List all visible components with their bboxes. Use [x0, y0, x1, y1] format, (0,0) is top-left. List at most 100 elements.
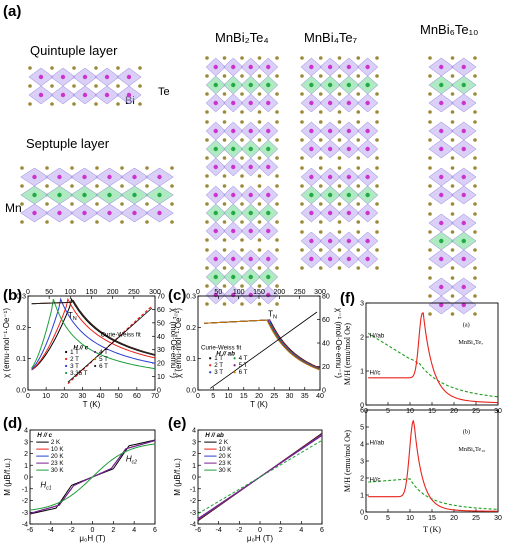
te-atom: [95, 220, 99, 224]
mn-atom: [327, 192, 333, 198]
x-tick-label: 40: [97, 393, 105, 400]
bi-atom: [461, 256, 466, 262]
bi-atom: [439, 192, 444, 198]
x-tick-label: 2: [111, 527, 115, 534]
te-atom: [450, 202, 455, 206]
legend-title-b: H // c: [73, 344, 88, 351]
bi-atom: [60, 92, 66, 98]
te-atom: [428, 230, 432, 234]
te-atom: [318, 110, 323, 114]
te-atom: [375, 166, 379, 170]
te-atom: [337, 110, 342, 114]
mn-atom: [365, 82, 370, 88]
te-atom: [28, 84, 32, 88]
te-atom: [473, 248, 477, 252]
mn-atom: [157, 192, 162, 198]
bi-atom: [309, 64, 314, 70]
bi-atom: [346, 174, 352, 180]
te-atom: [205, 92, 209, 96]
bi-atom: [231, 100, 236, 106]
inverse-chi-line: [67, 307, 153, 383]
te-atom: [428, 166, 432, 170]
bi-atom: [266, 292, 271, 298]
te-atom: [473, 74, 477, 78]
top-tick-label: 100: [233, 289, 245, 296]
te-atom: [375, 74, 379, 78]
legend-marker-c: [209, 357, 212, 360]
te-atom: [337, 184, 342, 188]
mn-atom: [57, 192, 62, 198]
mn-atom: [213, 274, 218, 280]
te-atom: [473, 92, 477, 96]
te-atom: [95, 184, 99, 188]
x-tick-label: -4: [48, 527, 54, 534]
te-atom: [240, 302, 244, 306]
te-atom: [145, 166, 149, 170]
y-axis-label-d: M (μB/f.u.): [3, 458, 12, 496]
te-atom: [275, 266, 279, 270]
bi-atom: [32, 174, 37, 180]
compound-f_top: MnBi₄Te₇: [458, 339, 483, 346]
te-atom: [240, 110, 244, 114]
te-atom: [222, 284, 227, 288]
mn-atom: [248, 146, 253, 152]
te-atom: [145, 202, 149, 206]
te-atom: [300, 110, 304, 114]
te-atom: [300, 220, 304, 224]
te-atom: [116, 66, 120, 70]
te-atom: [473, 294, 477, 298]
mt-curve-f_bottom: [368, 478, 499, 510]
chart-f: 0 5 10 15 20 25 300123(a)MnBi₄Te₇H//abH//cM/H …: [343, 301, 502, 535]
te-atom: [356, 138, 361, 142]
te-atom: [72, 102, 76, 106]
te-atom: [275, 174, 279, 178]
te-atom: [473, 138, 477, 142]
y-tick-label: 6: [360, 408, 364, 415]
te-atom: [275, 184, 279, 188]
te-atom: [240, 238, 244, 242]
mn-atom: [266, 274, 271, 280]
te-atom: [300, 166, 304, 170]
te-atom: [450, 166, 455, 170]
te-atom: [428, 74, 432, 78]
panel-label-c: (c): [168, 287, 186, 304]
right-tick-label: 30: [157, 347, 165, 354]
te-atom: [473, 266, 477, 270]
legend-entry-b: 1 T: [70, 349, 79, 356]
te-atom: [205, 302, 209, 306]
bi-atom: [365, 238, 370, 244]
te-atom: [50, 102, 54, 106]
right-tick-label: 70: [157, 294, 165, 301]
mn-atom: [231, 146, 236, 152]
te-atom: [318, 120, 323, 124]
panel-label-d: (d): [3, 415, 22, 432]
mt-curve-f_top: [368, 312, 499, 404]
top-tick-label: 100: [64, 289, 76, 296]
te-atom: [50, 84, 54, 88]
bi-atom: [213, 100, 218, 106]
te-atom: [337, 202, 342, 206]
te-atom: [120, 166, 124, 170]
bi-atom: [132, 210, 137, 216]
te-atom: [45, 220, 49, 224]
bi-atom: [38, 74, 44, 80]
bi-atom: [266, 192, 271, 198]
te-atom: [450, 56, 455, 60]
x-tick-label: 30: [79, 393, 87, 400]
x-tick-label: 4: [132, 527, 136, 534]
x-tick-label: 10: [406, 408, 414, 415]
te-atom: [205, 238, 209, 242]
septuple-layer-label: Septuple layer: [26, 136, 110, 151]
te-atom: [240, 74, 244, 78]
y2-axis-label-b: χ⁻¹ (mol·Oe·emu⁻¹): [169, 308, 178, 378]
te-atom: [20, 166, 24, 170]
right-tick-label: 0: [157, 388, 161, 395]
top-tick-label: 0: [26, 289, 30, 296]
legend-entry-c: 1 T: [214, 355, 223, 362]
bi-atom: [327, 64, 333, 70]
te-atom: [222, 74, 227, 78]
legend-entry-e: 23 K: [219, 460, 233, 467]
te-atom: [375, 220, 379, 224]
bi-atom: [126, 74, 132, 80]
te-atom: [375, 120, 379, 124]
